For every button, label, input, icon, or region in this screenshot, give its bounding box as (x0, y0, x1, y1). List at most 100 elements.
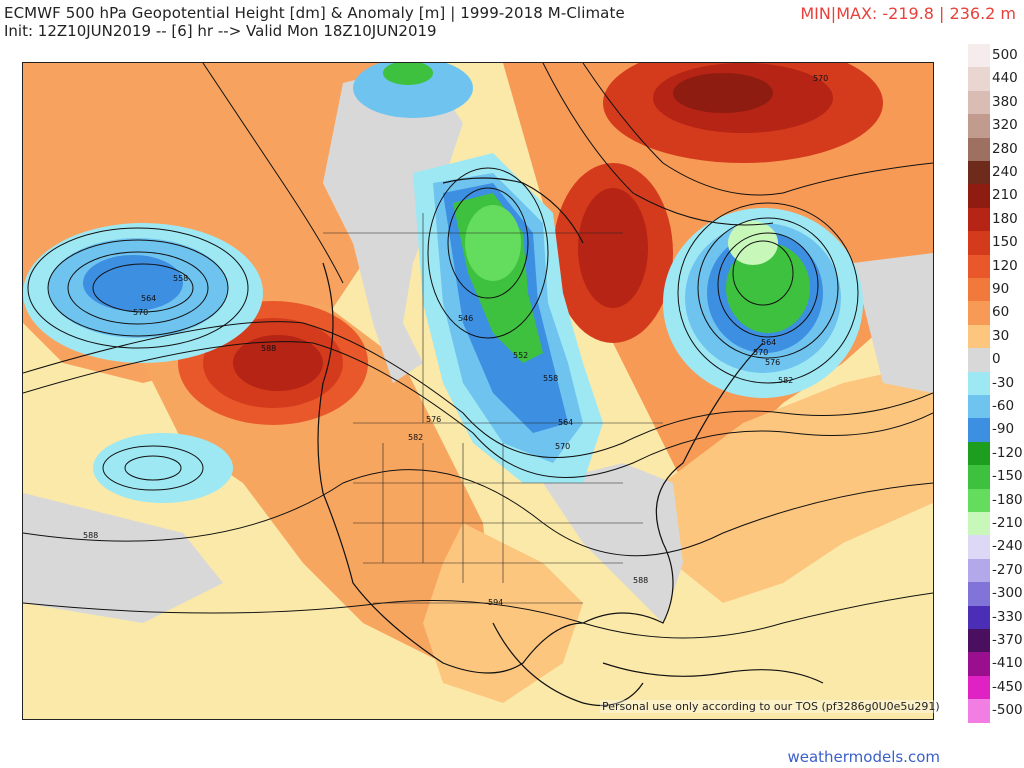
legend-entry: -370 (968, 629, 1023, 653)
legend-swatch (968, 301, 990, 325)
tos-disclaimer: Personal use only according to our TOS (… (600, 700, 942, 713)
contour-label: 594 (488, 598, 503, 607)
contour-label: 564 (761, 338, 776, 347)
legend-swatch (968, 114, 990, 138)
ridge-anomaly-core (233, 335, 323, 391)
legend-label: -300 (992, 585, 1023, 602)
legend-swatch (968, 582, 990, 606)
legend-swatch (968, 348, 990, 372)
legend-swatch (968, 324, 990, 349)
legend-swatch (968, 652, 990, 676)
legend-label: 440 (992, 70, 1018, 87)
contour-label: 558 (173, 274, 188, 283)
neutral-band-atlantic (853, 253, 933, 393)
legend-entry: 440 (968, 67, 1022, 91)
height-contours (23, 63, 933, 639)
hudson-ridge-core (578, 188, 648, 308)
contour-label: 582 (408, 433, 423, 442)
legend-entry: -270 (968, 558, 1023, 583)
contour-label: 570 (555, 442, 570, 451)
neutral-band-southeast (543, 463, 683, 623)
legend-entry: 500 (968, 44, 1022, 68)
legend-swatch (968, 137, 990, 161)
init-valid-line: Init: 12Z10JUN2019 -- [6] hr --> Valid M… (4, 22, 437, 40)
legend-entry: 120 (968, 254, 1022, 278)
legend-label: 320 (992, 117, 1018, 134)
legend-swatch (968, 535, 990, 559)
legend-entry: -150 (968, 465, 1023, 489)
contour-label: 564 (141, 294, 156, 303)
legend-label: -270 (992, 561, 1023, 578)
legend-entry: -300 (968, 582, 1023, 606)
legend-entry: -60 (968, 395, 1022, 419)
legend-swatch (968, 44, 990, 68)
anomaly-map: 570 558 564 570 588 588 546 552 558 564 … (23, 63, 933, 719)
political-borders (323, 213, 663, 604)
legend-swatch (968, 488, 990, 512)
legend-entry: -500 (968, 699, 1023, 723)
legend-entry: -120 (968, 441, 1023, 466)
legend-entry: -240 (968, 535, 1023, 559)
legend-label: 90 (992, 281, 1010, 297)
legend-entry: 240 (968, 161, 1022, 185)
legend-label: 60 (992, 304, 1010, 321)
legend-label: -240 (992, 538, 1023, 555)
legend-label: 210 (992, 187, 1018, 204)
legend-label: -500 (992, 702, 1023, 719)
legend-entry: -450 (968, 675, 1023, 700)
legend-entry: 0 (968, 348, 1022, 372)
color-scale-legend: 500 440 380 320 280 240 210 180 150 120 90 60 30 0 -30… (968, 44, 1023, 724)
contour-label: 570 (813, 74, 828, 83)
contour-label: 558 (543, 374, 558, 383)
legend-entry: 180 (968, 207, 1022, 232)
atlantic-low-anomaly (726, 243, 810, 333)
legend-entry: -210 (968, 512, 1023, 536)
legend-swatch (968, 558, 990, 583)
contour-label: 582 (778, 376, 793, 385)
neutral-band-north (323, 63, 463, 383)
legend-label: -210 (992, 515, 1023, 531)
contour-label: 570 (753, 348, 768, 357)
legend-label: 150 (992, 234, 1018, 251)
anomaly-warm-atlantic (663, 363, 933, 603)
legend-swatch (968, 254, 990, 278)
legend-entry: 320 (968, 114, 1022, 138)
legend-label: 240 (992, 164, 1018, 180)
legend-label: -120 (992, 444, 1023, 461)
contour-label: 576 (426, 415, 441, 424)
contour-label: 552 (513, 351, 528, 360)
legend-label: 0 (992, 351, 1001, 368)
legend-swatch (968, 395, 990, 419)
legend-entry: -410 (968, 652, 1023, 676)
legend-entry: -180 (968, 488, 1023, 512)
min-max-readout: MIN|MAX: -219.8 | 236.2 m (800, 4, 1016, 23)
legend-label: -60 (992, 398, 1015, 414)
legend-swatch (968, 184, 990, 208)
arctic-trough-core (383, 63, 433, 85)
legend-entry: -30 (968, 371, 1022, 395)
legend-entry: 90 (968, 278, 1022, 302)
legend-swatch (968, 441, 990, 466)
subtropical-low (93, 433, 233, 503)
legend-label: -180 (992, 491, 1023, 508)
legend-entry: -90 (968, 418, 1022, 442)
map-panel[interactable]: 570 558 564 570 588 588 546 552 558 564 … (22, 62, 934, 720)
brand-link[interactable]: weathermodels.com (787, 748, 940, 766)
contour-label: 570 (133, 308, 148, 317)
contour-label: 546 (458, 314, 473, 323)
legend-swatch (968, 278, 990, 302)
legend-swatch (968, 512, 990, 536)
legend-swatch (968, 371, 990, 395)
contour-label: 588 (83, 531, 98, 540)
contour-labels: 570 558 564 570 588 588 546 552 558 564 … (83, 74, 828, 607)
legend-entry: 30 (968, 324, 1022, 349)
legend-label: -150 (992, 468, 1023, 485)
legend-label: -30 (992, 374, 1015, 391)
contour-label: 564 (558, 418, 573, 427)
central-trough-core (465, 205, 521, 281)
legend-swatch (968, 605, 990, 629)
legend-label: 500 (992, 47, 1018, 63)
legend-label: -450 (992, 678, 1023, 695)
contour-label: 576 (765, 358, 780, 367)
legend-swatch (968, 465, 990, 489)
